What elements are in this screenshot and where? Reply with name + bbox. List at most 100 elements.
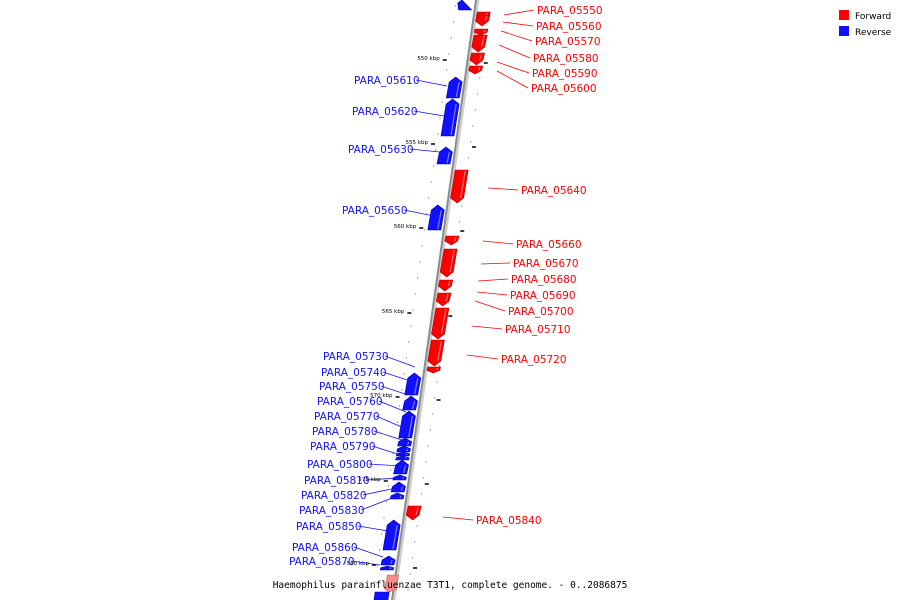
gene-arrow-sheen — [440, 308, 447, 335]
gene-label[interactable]: PARA_05640 — [521, 185, 587, 197]
gene-label[interactable]: PARA_05610 — [354, 75, 420, 87]
gene-arrow-sheen — [437, 340, 442, 362]
gene-label[interactable]: PARA_05670 — [513, 258, 579, 270]
gene-arrow-reverse[interactable] — [379, 565, 395, 571]
gene-arrow-forward[interactable] — [468, 65, 484, 75]
gene-label[interactable]: PARA_05600 — [531, 83, 597, 95]
gene-leader-line — [378, 400, 407, 413]
gene-arrow-sheen — [392, 524, 398, 550]
gene-leader-line — [384, 355, 416, 368]
gene-arrow-forward[interactable] — [469, 52, 485, 66]
gene-arrow-reverse[interactable] — [396, 445, 411, 453]
gene-arrow-reverse[interactable] — [402, 395, 418, 411]
gene-arrow-sheen — [412, 400, 416, 410]
gene-arrow-reverse[interactable] — [373, 591, 390, 600]
gene-arrow-forward[interactable] — [426, 366, 441, 374]
gene-arrow-forward[interactable] — [384, 574, 399, 593]
gene-arrow-reverse[interactable] — [382, 519, 401, 551]
gene-arrow-reverse[interactable] — [395, 455, 410, 461]
gene-arrow-reverse[interactable] — [393, 459, 409, 475]
gene-arrow-forward[interactable] — [437, 279, 454, 292]
gene-label[interactable]: PARA_05650 — [342, 205, 408, 217]
gene-label[interactable]: PARA_05710 — [505, 324, 571, 336]
gene-label[interactable]: PARA_05560 — [536, 21, 602, 33]
gene-arrow-forward[interactable] — [444, 235, 460, 246]
gene-leader-line — [466, 354, 499, 360]
gene-label[interactable]: PARA_05850 — [296, 521, 362, 533]
gene-arrow-reverse[interactable] — [440, 98, 460, 137]
gene-arrow-forward[interactable] — [450, 169, 469, 204]
gene-arrow-reverse[interactable] — [392, 474, 407, 481]
gene-arrow-forward[interactable] — [439, 248, 458, 278]
gene-arrow-reverse[interactable] — [445, 76, 463, 99]
gene-leader-line — [368, 463, 401, 467]
gene-arrow-reverse[interactable] — [436, 146, 453, 165]
gene-label[interactable]: PARA_05790 — [310, 441, 376, 453]
gene-label[interactable]: PARA_05660 — [516, 239, 582, 251]
gene-label[interactable]: PARA_05760 — [317, 396, 383, 408]
gene-arrow-forward[interactable] — [405, 505, 422, 521]
genome-caption: Haemophilus parainfluenzae T3T1, complet… — [273, 580, 628, 591]
gene-label[interactable]: PARA_05870 — [289, 556, 355, 568]
gene-leader-line — [413, 110, 445, 117]
gene-arrow-sheen — [447, 280, 451, 287]
gene-label[interactable]: PARA_05620 — [352, 106, 418, 118]
gene-arrow-reverse[interactable] — [457, 0, 473, 11]
gene-leader-line — [498, 44, 531, 59]
gene-arrow-reverse[interactable] — [404, 372, 422, 396]
gene-arrow-sheen — [400, 486, 404, 492]
gene-label[interactable]: PARA_05580 — [533, 53, 599, 65]
legend: Forward Reverse — [839, 10, 892, 38]
gene-arrow-sheen — [446, 151, 451, 164]
gene-label[interactable]: PARA_05720 — [501, 354, 567, 366]
genome-axis — [390, 0, 478, 600]
gene-leader-line — [442, 516, 474, 521]
gene-arrow-sheen — [445, 293, 449, 302]
gene-label[interactable]: PARA_05590 — [532, 68, 598, 80]
gene-label[interactable]: PARA_05570 — [535, 36, 601, 48]
gene-arrow-sheen — [415, 506, 419, 516]
gene-arrow-sheen — [449, 249, 455, 273]
gene-leader-line — [357, 525, 389, 532]
tick-label: 580 kbp — [347, 561, 370, 567]
gene-arrow-reverse[interactable] — [398, 410, 416, 439]
tick-label: 570 kbp — [370, 393, 393, 399]
gene-leader-line — [375, 415, 405, 429]
gene-leader-line — [403, 209, 435, 217]
gene-arrow-forward[interactable] — [471, 34, 488, 53]
gene-arrow-reverse[interactable] — [380, 555, 396, 566]
gene-label[interactable]: PARA_05550 — [537, 5, 603, 17]
gene-label[interactable]: PARA_05840 — [476, 515, 542, 527]
gene-label[interactable]: PARA_05730 — [323, 351, 389, 363]
gene-arrow-reverse[interactable] — [390, 481, 406, 493]
gene-arrow-forward[interactable] — [435, 292, 452, 307]
gene-label[interactable]: PARA_05770 — [314, 411, 380, 423]
gene-label[interactable]: PARA_05690 — [510, 290, 576, 302]
gene-arrow-sheen — [399, 495, 402, 499]
gene-arrow-reverse[interactable] — [427, 204, 445, 231]
gene-label[interactable]: PARA_05680 — [511, 274, 577, 286]
gene-label[interactable]: PARA_05830 — [299, 505, 365, 517]
gene-leader-line — [482, 240, 514, 245]
gene-label[interactable]: PARA_05740 — [321, 367, 387, 379]
gene-arrow-sheen — [454, 236, 457, 242]
gene-arrow-sheen — [450, 103, 457, 136]
gene-arrow-forward[interactable] — [427, 339, 445, 367]
gene-label[interactable]: PARA_05780 — [312, 426, 378, 438]
gene-label[interactable]: PARA_05820 — [301, 490, 367, 502]
gene-arrow-sheen — [403, 464, 407, 474]
gene-leader-line — [350, 560, 381, 566]
gene-label[interactable]: PARA_05750 — [319, 381, 385, 393]
gene-arrow-forward[interactable] — [475, 14, 491, 27]
gene-arrow-forward[interactable] — [431, 307, 450, 340]
gene-label[interactable]: PARA_05800 — [307, 459, 373, 471]
gene-label[interactable]: PARA_05630 — [348, 144, 414, 156]
gene-arrow-sheen — [406, 448, 409, 452]
gene-leader-line — [360, 496, 396, 511]
gene-label[interactable]: PARA_05810 — [304, 475, 370, 487]
gene-arrow-forward[interactable] — [473, 28, 489, 36]
gene-label[interactable]: PARA_05700 — [508, 306, 574, 318]
gene-label[interactable]: PARA_05860 — [292, 542, 358, 554]
